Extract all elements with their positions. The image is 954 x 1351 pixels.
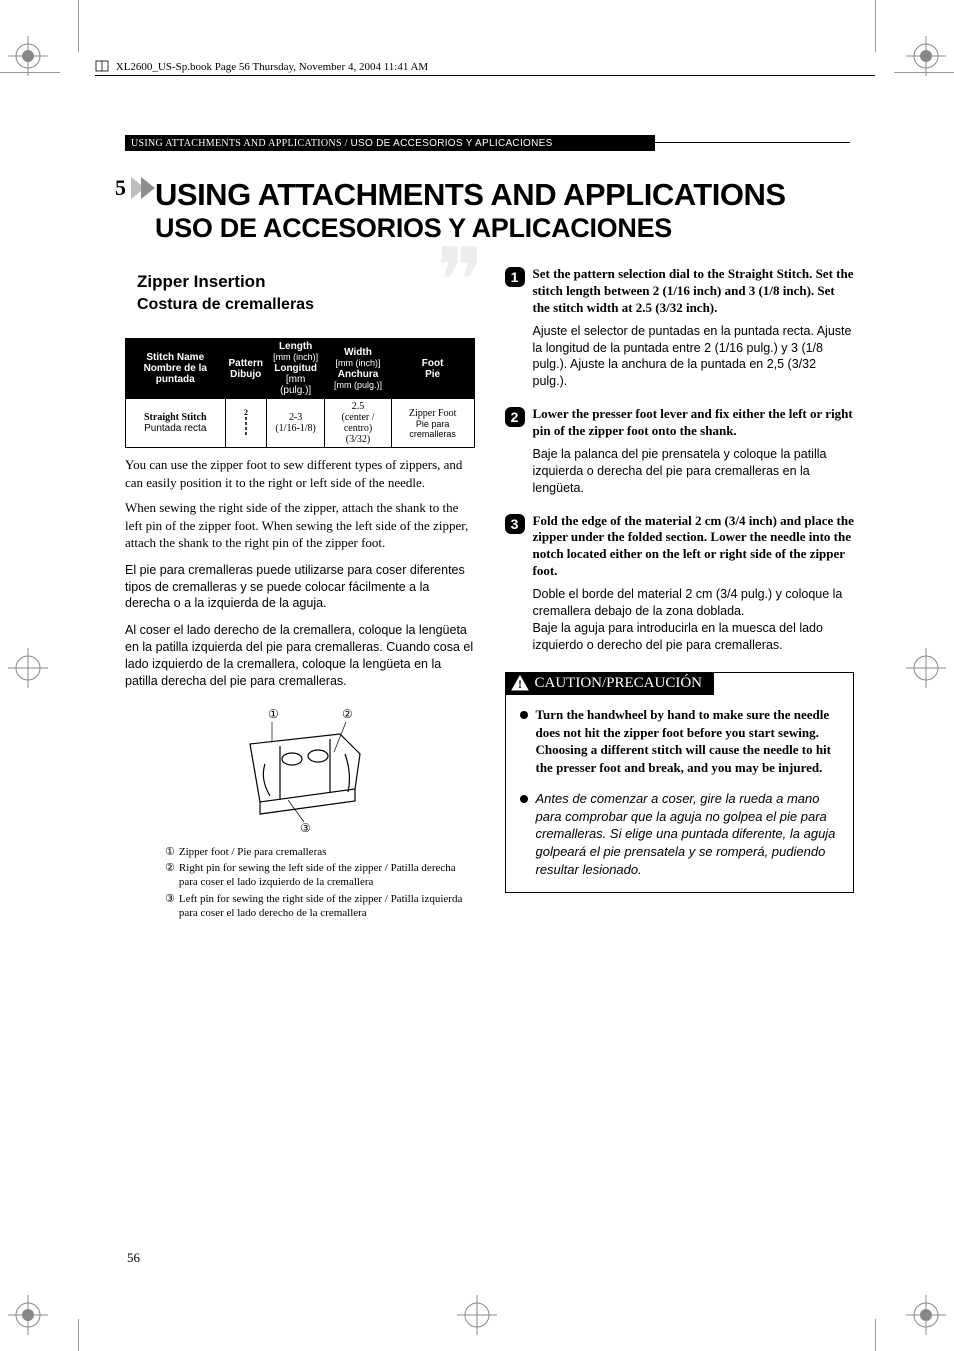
td-stitch-name: Straight StitchPuntada recta xyxy=(126,399,226,448)
step-number-icon: 1 xyxy=(505,267,525,287)
step3-es: Doble el borde del material 2 cm (3/4 pu… xyxy=(533,586,855,654)
caution-title: ! CAUTION/PRECAUCIÓN xyxy=(505,672,715,695)
caption-3: Left pin for sewing the right side of th… xyxy=(179,892,475,921)
td-length: 2-3(1/16-1/8) xyxy=(266,399,324,448)
th-foot: FootPie xyxy=(391,339,474,399)
book-icon xyxy=(95,60,109,72)
step-number-icon: 2 xyxy=(505,407,525,427)
breadcrumb-es: USO DE ACCESORIOS Y APLICACIONES xyxy=(351,138,553,149)
bullet-icon xyxy=(520,711,528,719)
para4-es: Al coser el lado derecho de la cremaller… xyxy=(125,622,475,690)
para3-es: El pie para cremalleras puede utilizarse… xyxy=(125,562,475,613)
step-2: 2 Lower the presser foot lever and fix e… xyxy=(505,406,855,496)
reg-mark-ml xyxy=(8,648,48,688)
zipper-foot-illustration: ① ② ③ xyxy=(210,704,390,834)
reg-mark-tl xyxy=(8,36,48,76)
caution-box: ! CAUTION/PRECAUCIÓN Turn the handwheel … xyxy=(505,672,855,893)
step1-es: Ajuste el selector de puntadas en la pun… xyxy=(533,323,855,391)
step2-es: Baje la palanca del pie prensatela y col… xyxy=(533,446,855,497)
step2-en: Lower the presser foot lever and fix eit… xyxy=(533,406,855,440)
left-column: ❞ Zipper Insertion Costura de cremallera… xyxy=(125,266,475,922)
svg-text:2: 2 xyxy=(244,408,248,417)
th-width: Width[mm (inch)]Anchura[mm (pulg.)] xyxy=(325,339,391,399)
bullet-icon xyxy=(520,795,528,803)
caption-num: ② xyxy=(165,861,175,890)
svg-text:②: ② xyxy=(342,707,353,721)
caption-2: Right pin for sewing the left side of th… xyxy=(179,861,475,890)
caution-item-en: Turn the handwheel by hand to make sure … xyxy=(520,706,840,776)
page-number: 56 xyxy=(127,1250,140,1266)
reg-mark-tr xyxy=(906,36,946,76)
caution-en: Turn the handwheel by hand to make sure … xyxy=(536,706,840,776)
th-pattern: PatternDibujo xyxy=(225,339,266,399)
header-text: XL2600_US-Sp.book Page 56 Thursday, Nove… xyxy=(116,61,428,73)
stitch-table: Stitch NameNombre de la puntada PatternD… xyxy=(125,338,475,448)
crop-line xyxy=(78,0,79,52)
para2-en: When sewing the right side of the zipper… xyxy=(125,499,475,552)
caution-item-es: Antes de comenzar a coser, gire la rueda… xyxy=(520,790,840,878)
subhead-es: Costura de cremalleras xyxy=(137,296,475,314)
caution-title-text: CAUTION/PRECAUCIÓN xyxy=(535,675,703,692)
crop-line xyxy=(875,0,876,52)
caution-es: Antes de comenzar a coser, gire la rueda… xyxy=(536,790,840,878)
right-column: 1 Set the pattern selection dial to the … xyxy=(505,266,855,922)
svg-text:!: ! xyxy=(518,677,522,691)
breadcrumb: USING ATTACHMENTS AND APPLICATIONS / USO… xyxy=(125,135,655,151)
warning-icon: ! xyxy=(511,675,529,691)
zipper-foot-figure: ① ② ③ xyxy=(125,704,475,839)
step-3: 3 Fold the edge of the material 2 cm (3/… xyxy=(505,513,855,654)
reg-mark-mr xyxy=(906,648,946,688)
main-title-en: USING ATTACHMENTS AND APPLICATIONS xyxy=(155,177,854,213)
svg-text:①: ① xyxy=(268,707,279,721)
crop-line xyxy=(0,72,60,73)
crop-line xyxy=(78,1319,79,1351)
td-foot: Zipper FootPie para cremalleras xyxy=(391,399,474,448)
breadcrumb-sep: / xyxy=(342,138,351,149)
section-number: 5 xyxy=(115,175,126,201)
figure-caption: ① Zipper foot / Pie para cremalleras ②Rig… xyxy=(125,845,475,920)
th-stitch-name: Stitch NameNombre de la puntada xyxy=(126,339,226,399)
section-arrow-icon xyxy=(131,177,159,204)
step-number-icon: 3 xyxy=(505,514,525,534)
crop-line xyxy=(894,72,954,73)
straight-stitch-icon: 2 xyxy=(241,407,251,437)
reg-mark-bl xyxy=(8,1295,48,1335)
step1-en: Set the pattern selection dial to the St… xyxy=(533,266,855,317)
main-title-es: USO DE ACCESORIOS Y APLICACIONES xyxy=(155,213,854,244)
subsection-heading: ❞ Zipper Insertion Costura de cremallera… xyxy=(125,266,475,320)
breadcrumb-en: USING ATTACHMENTS AND APPLICATIONS xyxy=(131,138,342,149)
pdf-header: XL2600_US-Sp.book Page 56 Thursday, Nove… xyxy=(95,60,875,76)
caption-num: ① xyxy=(165,845,175,859)
svg-text:③: ③ xyxy=(300,821,311,834)
td-pattern: 2 xyxy=(225,399,266,448)
reg-mark-bm xyxy=(457,1295,497,1335)
th-length: Length[mm (inch)]Longitud[mm (pulg.)] xyxy=(266,339,324,399)
caption-1: Zipper foot / Pie para cremalleras xyxy=(179,845,327,859)
td-width: 2.5(center / centro)(3/32) xyxy=(325,399,391,448)
reg-mark-br xyxy=(906,1295,946,1335)
step-1: 1 Set the pattern selection dial to the … xyxy=(505,266,855,390)
crop-line xyxy=(875,1319,876,1351)
caption-num: ③ xyxy=(165,892,175,921)
para1-en: You can use the zipper foot to sew diffe… xyxy=(125,456,475,491)
subhead-en: Zipper Insertion xyxy=(137,272,475,292)
step3-en: Fold the edge of the material 2 cm (3/4 … xyxy=(533,513,855,581)
